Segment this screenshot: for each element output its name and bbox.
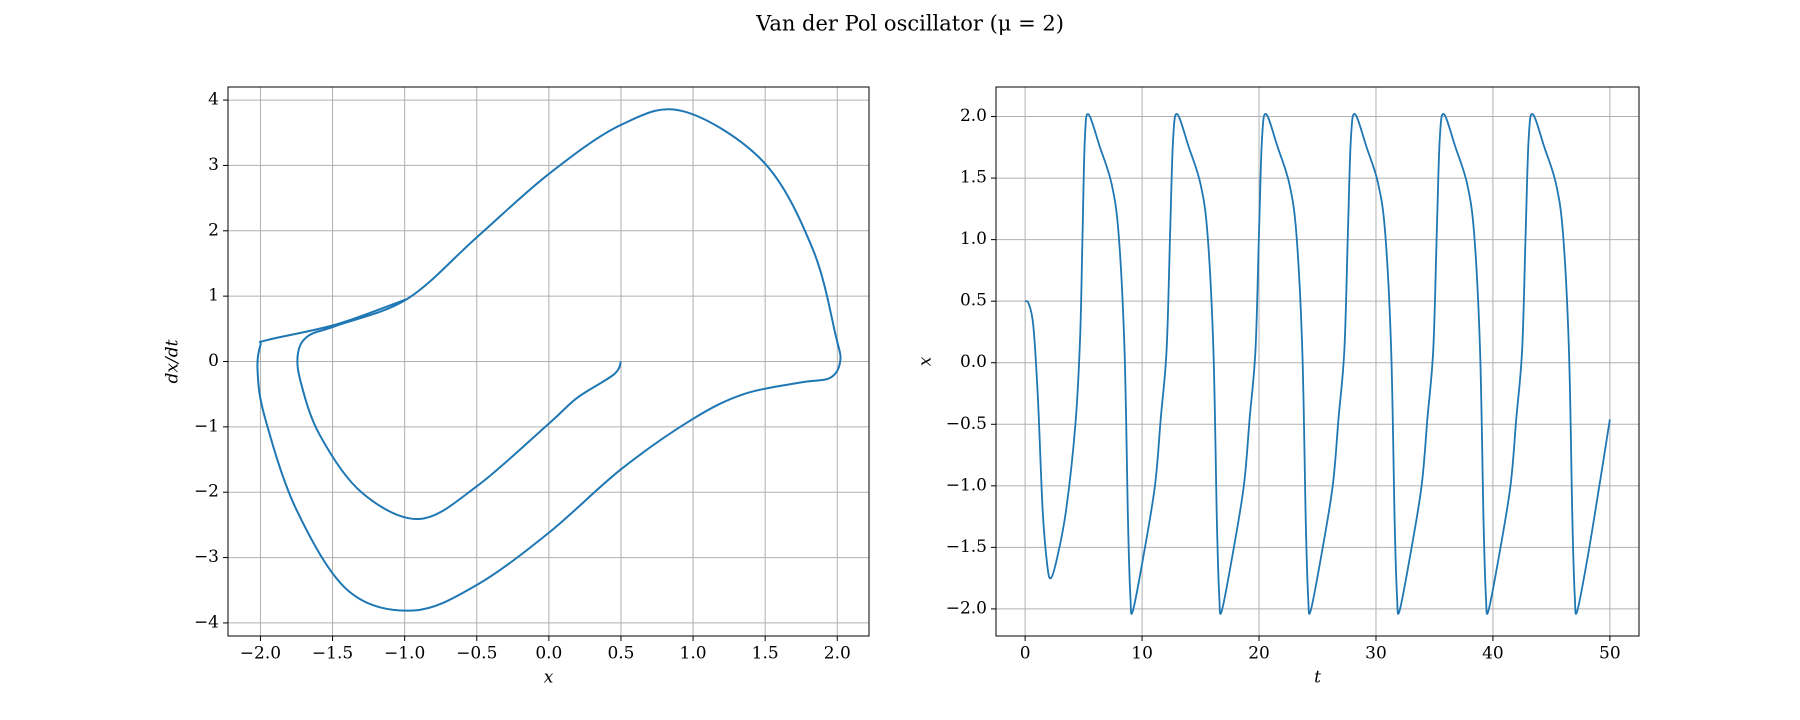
y-tick-label: 0 — [208, 351, 219, 371]
x-tick-label: 2.0 — [824, 644, 851, 664]
x-tick-label: −1.5 — [312, 644, 353, 664]
y-tick-label: 3 — [208, 155, 219, 175]
y-tick-label: −3 — [194, 547, 219, 567]
x-tick-label: 0.5 — [607, 644, 634, 664]
y-tick-label: 4 — [208, 90, 219, 110]
x-tick-label: 1.0 — [680, 644, 707, 664]
y-tick-label: −2 — [194, 482, 219, 502]
x-tick-label: 0.0 — [535, 644, 562, 664]
y-axis-label: dx/dt — [163, 339, 183, 383]
x-tick-label: 30 — [1365, 644, 1387, 664]
x-tick-label: −0.5 — [456, 644, 497, 664]
x-tick-label: 0 — [1020, 644, 1031, 664]
x-axis-label: x — [544, 668, 554, 688]
x-tick-label: 40 — [1482, 644, 1504, 664]
y-tick-label: 2.0 — [960, 106, 987, 126]
x-tick-label: 1.5 — [752, 644, 779, 664]
y-tick-label: −1.5 — [946, 537, 987, 557]
y-tick-label: 1.5 — [960, 168, 987, 188]
axes-frame — [995, 86, 1640, 637]
x-tick-label: 50 — [1599, 644, 1621, 664]
subplot: 0 10 20 30 40 50 −2.0 −1.5 −1.0 −0.5 0.0 0.5 1.0 1.5 2… — [916, 86, 1640, 688]
y-tick-label: −1 — [194, 416, 219, 436]
data-line — [256, 108, 842, 612]
x-tick-label: −1.0 — [384, 644, 425, 664]
y-tick-label: −1.0 — [946, 475, 987, 495]
y-tick-label: −0.5 — [946, 414, 987, 434]
y-tick-label: 0.5 — [960, 291, 987, 311]
y-tick-label: 1.0 — [960, 229, 987, 249]
y-tick-label: 0.0 — [960, 352, 987, 372]
subplot: −2.0 −1.5 −1.0 −0.5 0.0 0.5 1.0 1.5 2.0 −4 −3 −2 −1 0… — [163, 86, 870, 688]
axes-frame — [227, 86, 870, 637]
x-axis-label: t — [1314, 668, 1321, 688]
x-tick-label: 20 — [1248, 644, 1270, 664]
y-axis-label: x — [916, 356, 936, 366]
y-tick-label: 1 — [208, 286, 219, 306]
y-tick-label: −2.0 — [946, 598, 987, 618]
x-tick-label: −2.0 — [240, 644, 281, 664]
y-tick-label: −4 — [194, 612, 219, 632]
figure-title: Van der Pol oscillator (μ = 2) — [755, 12, 1064, 36]
x-tick-label: 10 — [1131, 644, 1153, 664]
y-tick-label: 2 — [208, 220, 219, 240]
data-line — [1024, 113, 1611, 615]
